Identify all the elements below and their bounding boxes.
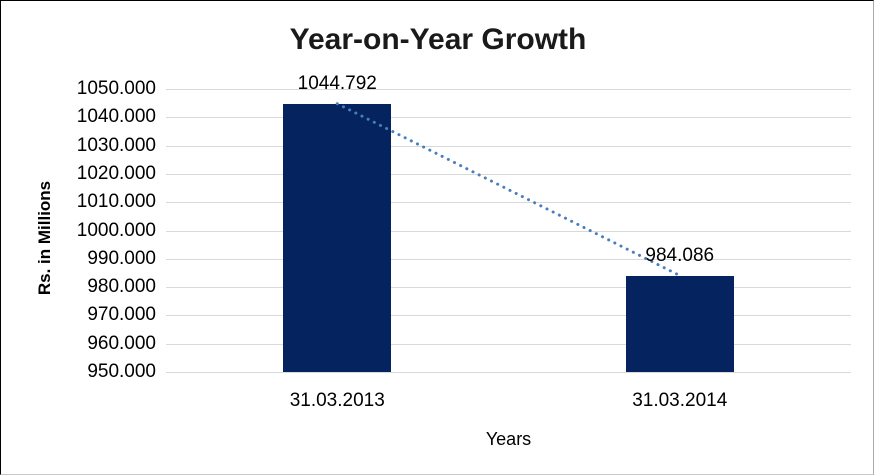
y-tick-label: 990.000	[87, 247, 156, 269]
gridline	[166, 343, 851, 345]
y-tick-label: 1020.000	[76, 162, 156, 184]
x-tick-label: 31.03.2014	[632, 390, 728, 411]
y-tick-label: 1000.000	[76, 219, 156, 241]
y-tick-label: 950.000	[87, 361, 156, 382]
y-tick-label: 1040.000	[76, 106, 156, 128]
gridline	[166, 202, 851, 204]
y-tick-label: 1030.000	[76, 134, 156, 156]
y-tick-label: 970.000	[87, 304, 156, 326]
gridline	[166, 173, 851, 175]
y-tick-label: 980.000	[87, 276, 156, 298]
data-label: 984.086	[645, 244, 715, 266]
gridline	[166, 315, 851, 317]
gridline	[166, 145, 851, 147]
gridline	[166, 287, 851, 289]
bar-31.03.2013	[283, 103, 392, 372]
y-tick-label: 1050.000	[76, 78, 156, 99]
gridline	[166, 117, 851, 119]
x-axis-title: Years	[485, 429, 532, 449]
x-tick-label: 31.03.2013	[289, 390, 385, 411]
gridline	[166, 230, 851, 232]
gridline	[166, 372, 851, 373]
data-label: 1044.792	[297, 72, 377, 94]
bar-31.03.2014	[625, 275, 734, 372]
y-tick-label: 960.000	[87, 332, 156, 354]
y-tick-label: 1010.000	[76, 191, 156, 213]
gridline	[166, 89, 851, 90]
chart-title: Year-on-Year Growth	[289, 23, 587, 56]
